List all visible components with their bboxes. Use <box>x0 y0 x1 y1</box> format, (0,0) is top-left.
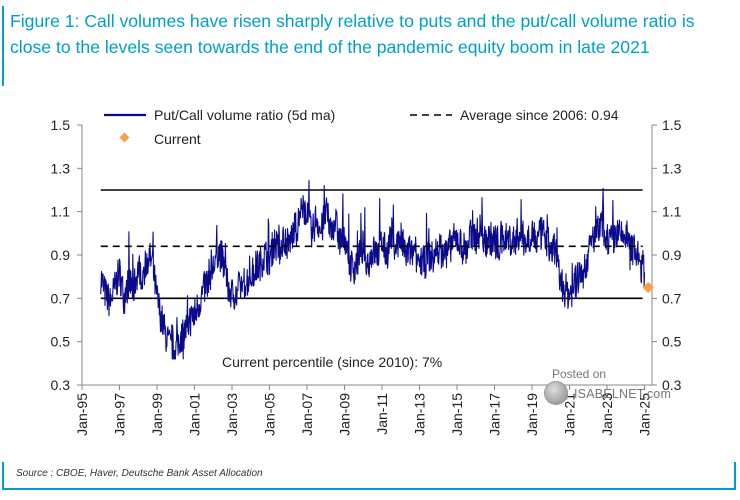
legend-current-swatch <box>119 132 130 143</box>
x-tick-label: Jan-99 <box>149 393 165 436</box>
current-marker-group <box>642 281 654 294</box>
legend-series-label: Put/Call volume ratio (5d ma) <box>154 107 335 123</box>
x-tick-label: Jan-01 <box>187 393 203 436</box>
bottom-rule-right <box>734 462 736 490</box>
source-note: Source : CBOE, Haver, Deutsche Bank Asse… <box>16 468 263 479</box>
globe-icon <box>544 381 568 405</box>
y-axis-left-labels: 0.3 0.5 0.7 0.9 1.1 1.3 1.5 <box>51 117 71 393</box>
watermark-posted: Posted on <box>552 367 607 381</box>
x-tick-label: Jan-07 <box>299 393 315 436</box>
legend: Put/Call volume ratio (5d ma) Average si… <box>104 107 619 147</box>
reference-lines <box>100 189 643 300</box>
x-tick-label: Jan-21 <box>562 393 578 436</box>
x-tick-label: Jan-15 <box>449 393 465 436</box>
watermark-site: ISABELNET.com <box>574 387 672 401</box>
y-tick-label-right: 0.9 <box>662 247 682 263</box>
y-tick-label-right: 0.5 <box>662 334 682 350</box>
x-tick-label: Jan-03 <box>224 393 240 436</box>
x-tick-label: Jan-23 <box>599 393 615 436</box>
legend-average-label: Average since 2006: 0.94 <box>460 107 619 123</box>
figure-title: Figure 1: Call volumes have risen sharpl… <box>10 11 695 57</box>
y-tick-label-right: 1.3 <box>662 160 682 176</box>
x-tick-label: Jan-05 <box>262 393 278 436</box>
put-call-ratio-line <box>100 179 646 360</box>
y-tick-label-right: 0.3 <box>662 377 682 393</box>
x-tick-label: Jan-25 <box>637 393 653 436</box>
y-axis-right-labels: 0.3 0.5 0.7 0.9 1.1 1.3 1.5 <box>662 117 682 393</box>
y-tick-label-left: 1.1 <box>51 204 71 220</box>
bottom-rule-left <box>2 462 4 490</box>
bottom-rule <box>2 488 736 490</box>
percentile-annotation: Current percentile (since 2010): 7% <box>222 354 442 370</box>
title-rule <box>2 6 4 86</box>
x-axis-labels: Jan-95 Jan-97 Jan-99 Jan-01 Jan-03 Jan-05 Jan-… <box>74 393 653 436</box>
current-value-marker <box>642 281 654 294</box>
x-tick-label: Jan-13 <box>412 393 428 436</box>
legend-current-label: Current <box>154 131 201 147</box>
y-tick-label-right: 0.7 <box>662 290 682 306</box>
y-tick-label-left: 0.5 <box>51 334 71 350</box>
y-tick-label-left: 0.9 <box>51 247 71 263</box>
x-tick-label: Jan-19 <box>524 393 540 436</box>
y-tick-label-right: 1.1 <box>662 204 682 220</box>
y-tick-label-left: 0.3 <box>51 377 71 393</box>
series-line-group <box>100 179 646 360</box>
y-tick-label-left: 0.7 <box>51 290 71 306</box>
y-tick-label-right: 1.5 <box>662 117 682 133</box>
x-tick-label: Jan-11 <box>374 393 390 435</box>
x-tick-label: Jan-17 <box>487 393 503 436</box>
chart: 0.3 0.5 0.7 0.9 1.1 1.3 1.5 0.3 0.5 0.7 0.9 1.1 1.3… <box>51 107 682 436</box>
x-tick-label: Jan-95 <box>74 393 90 436</box>
y-tick-label-left: 1.5 <box>51 117 71 133</box>
axis-ticks <box>77 124 657 390</box>
x-tick-label: Jan-09 <box>337 393 353 436</box>
y-tick-label-left: 1.3 <box>51 160 71 176</box>
x-tick-label: Jan-97 <box>112 393 128 436</box>
